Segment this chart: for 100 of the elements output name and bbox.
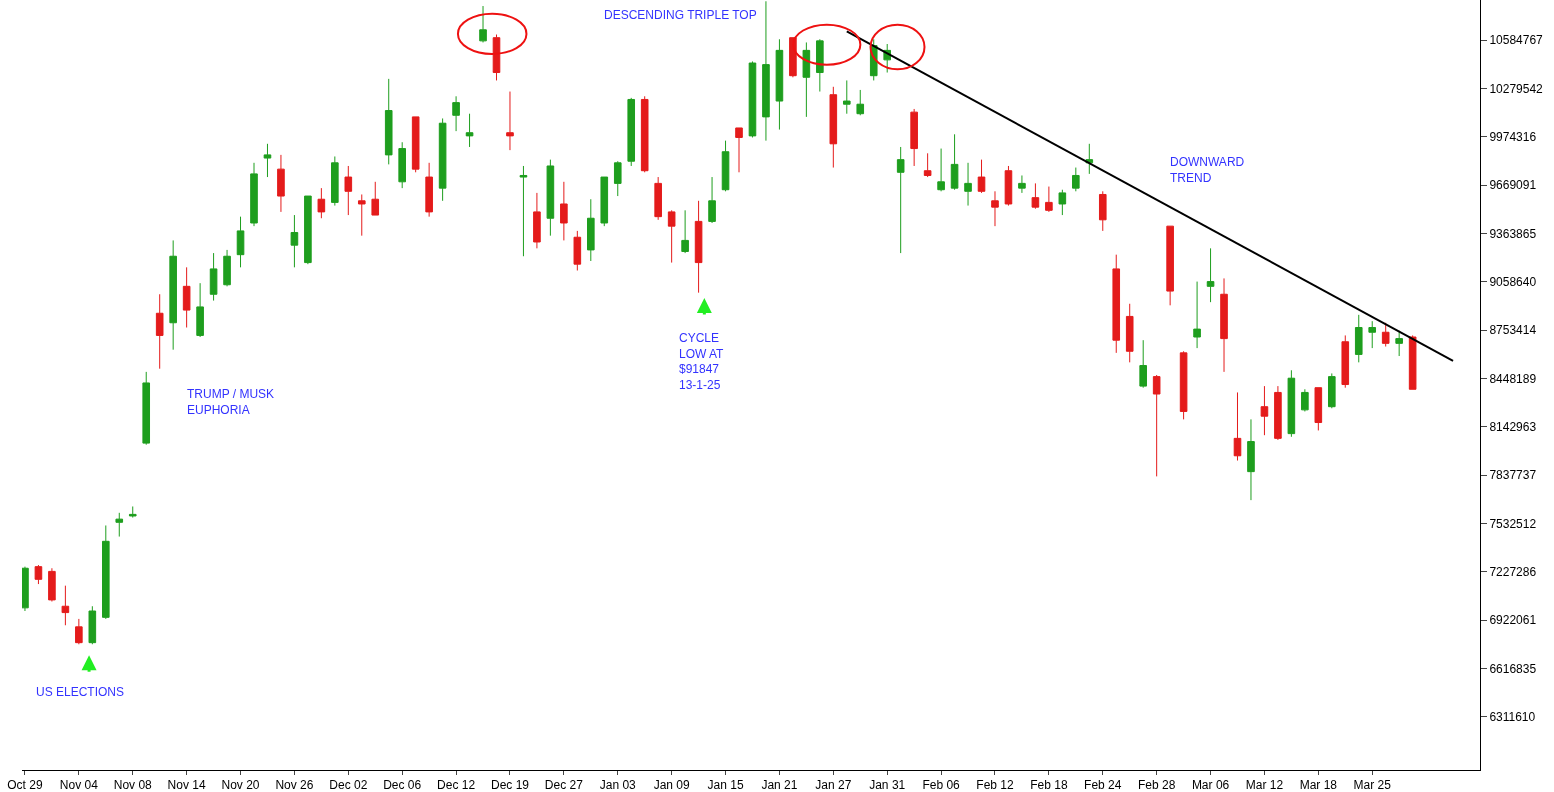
x-tick-label: Feb 12: [976, 778, 1014, 792]
candlestick: [829, 86, 838, 169]
candlestick: [1247, 418, 1255, 501]
y-tick-label: 6922061: [1489, 613, 1537, 628]
candlestick: [34, 564, 43, 585]
x-tick-label: Dec 06: [383, 778, 422, 792]
y-tick-label: 8448189: [1489, 371, 1537, 386]
candlestick: [721, 140, 730, 192]
annotation: DESCENDING TRIPLE TOP: [604, 8, 757, 22]
candlestick: [640, 95, 649, 173]
candlestick: [102, 524, 110, 620]
candlestick: [923, 152, 932, 178]
candlestick: [762, 0, 770, 142]
candlestick: [1045, 186, 1053, 213]
candlestick: [438, 117, 447, 202]
candlestick: [75, 618, 83, 645]
candlestick: [856, 89, 865, 116]
y-tick-label: 6616835: [1489, 661, 1537, 676]
candlestick: [1233, 391, 1242, 462]
x-tick-label: Nov 08: [113, 778, 153, 792]
x-tick-label: Mar 06: [1191, 778, 1230, 792]
y-tick-label: 9669091: [1489, 178, 1537, 193]
candlestick: [1395, 330, 1403, 357]
candlestick: [519, 165, 528, 257]
x-tick-label: Dec 12: [437, 778, 476, 792]
candlestick: [371, 181, 380, 216]
x-tick-label: Feb 06: [922, 778, 961, 792]
x-tick-label: Jan 03: [599, 778, 637, 792]
candlestick: [964, 162, 972, 207]
x-tick-label: Dec 19: [490, 778, 530, 792]
candlestick: [465, 113, 474, 148]
candlestick: [1381, 322, 1390, 348]
candlestick: [1301, 388, 1309, 412]
y-tick-label: 9058640: [1489, 275, 1537, 289]
y-tick-label: 7837737: [1489, 468, 1537, 483]
candlestick: [560, 181, 568, 241]
candlestick: [842, 79, 851, 115]
y-tick-label: 7532512: [1489, 516, 1537, 531]
candlestick: [573, 230, 582, 271]
x-tick-label: Feb 28: [1137, 778, 1176, 792]
candlestick: [1058, 189, 1067, 216]
x-tick-label: Nov 14: [167, 778, 206, 792]
candlestick: [1166, 225, 1174, 306]
candlestick: [155, 293, 164, 370]
candlestick: [681, 209, 689, 254]
x-tick-label: Mar 25: [1353, 778, 1392, 792]
x-tick-label: Feb 24: [1084, 778, 1122, 792]
candlestick: [694, 200, 703, 294]
candlestick: [290, 214, 299, 268]
candlestick: [1206, 247, 1215, 303]
candlestick: [196, 282, 204, 338]
candlestick: [61, 585, 70, 626]
candlestick: [128, 505, 137, 519]
candlestick: [452, 95, 460, 132]
x-tick-label: Dec 02: [329, 778, 368, 792]
candlestick: [1260, 385, 1269, 436]
x-tick-label: Nov 04: [59, 778, 99, 792]
candlestick: [1220, 277, 1228, 373]
y-tick-label: 8753414: [1489, 323, 1537, 338]
candlestick: [627, 97, 636, 167]
candlestick: [937, 148, 945, 192]
candlestick: [425, 162, 433, 218]
candlestick: [1125, 303, 1134, 363]
annotation: CYCLE LOW AT $91847 13-1-25: [679, 331, 725, 392]
candlestick: [613, 160, 622, 197]
candlestick: [748, 60, 757, 138]
y-tick-label: 7227286: [1489, 565, 1537, 580]
candlestick: [896, 146, 905, 254]
candlestick: [1274, 385, 1282, 441]
candlestick: [533, 192, 541, 249]
candlestick: [398, 141, 406, 189]
candlestick: [304, 195, 312, 265]
candlestick: [88, 605, 97, 645]
candlestick: [1031, 182, 1040, 210]
candlestick: [317, 187, 326, 219]
annotation: TRUMP / MUSK EUPHORIA: [187, 387, 275, 417]
candlestick: [223, 249, 231, 287]
candlestick: [142, 371, 151, 446]
candlestick: [1072, 167, 1080, 192]
y-tick-label: 8142963: [1489, 420, 1537, 435]
x-tick-label: Jan 27: [815, 778, 852, 792]
candlestick: [1368, 320, 1377, 349]
candlestick: [1018, 174, 1026, 194]
candlestick: [1408, 334, 1417, 390]
candlestick: [277, 154, 285, 213]
x-tick-label: Jan 31: [869, 778, 906, 792]
candlestick: [384, 78, 393, 165]
candlestick: [357, 193, 366, 237]
candlestick: [1341, 334, 1350, 389]
candlestick: [506, 91, 514, 151]
candlestick: [816, 38, 824, 93]
x-tick-label: Nov 26: [275, 778, 314, 792]
candlestick: [1004, 165, 1013, 207]
x-tick-label: Jan 09: [653, 778, 690, 792]
candlestick: [169, 239, 177, 351]
candlestick: [22, 566, 29, 612]
y-tick-label: 6311610: [1489, 710, 1536, 725]
x-tick-label: Mar 18: [1299, 778, 1338, 792]
candlestick: [991, 190, 999, 227]
candlestick: [775, 38, 784, 131]
